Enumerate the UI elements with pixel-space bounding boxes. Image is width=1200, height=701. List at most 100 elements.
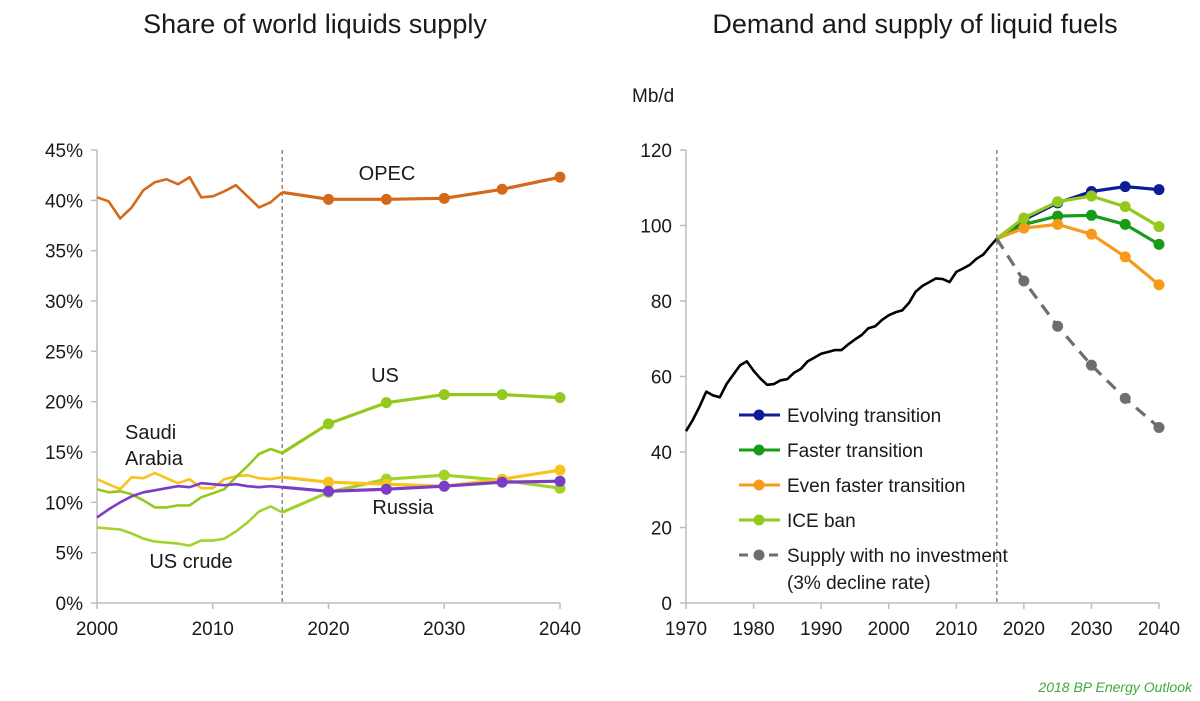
point-opec — [496, 183, 508, 195]
line-history — [684, 237, 998, 432]
point-evolving-transition — [1119, 181, 1131, 193]
point-faster-transition — [1085, 209, 1097, 221]
share-y-tick-label: 35% — [45, 242, 83, 263]
label-russia: Russia — [372, 497, 434, 519]
demand-y-tick-label: 100 — [640, 217, 672, 238]
point-even-faster-transition — [1153, 279, 1165, 291]
point-opec — [554, 171, 566, 183]
point-opec — [380, 193, 392, 205]
demand-chart-legend: Evolving transition Faster transition Even… — [739, 406, 1008, 594]
legend-swatch-marker — [753, 409, 765, 421]
demand-x-tick-label: 1990 — [800, 619, 842, 640]
demand-x-tick-label: 2000 — [868, 619, 910, 640]
line-us-projection — [281, 393, 561, 455]
share-chart-axes: 0% 5% 10% 15% 20% 25% 30% 35% 40% 45% 2000 2010 2020… — [45, 141, 581, 640]
legend-label: Even faster transition — [787, 476, 965, 497]
line-russia-projection — [282, 479, 561, 493]
line-ice-ban — [995, 194, 1160, 240]
demand-y-tick-label: 0 — [661, 594, 672, 615]
legend-swatch-marker — [753, 549, 765, 561]
point-us-crude — [438, 469, 450, 481]
point-ice-ban — [1153, 221, 1165, 233]
share-y-tick-label: 10% — [45, 493, 83, 514]
share-y-tick-label: 20% — [45, 393, 83, 414]
share-x-tick-label: 2020 — [307, 619, 349, 640]
demand-y-tick-label: 20 — [651, 519, 672, 540]
demand-x-tick-label: 2030 — [1070, 619, 1112, 640]
demand-x-tick-label: 2040 — [1138, 619, 1180, 640]
point-russia — [380, 483, 392, 495]
point-us — [496, 389, 508, 401]
point-even-faster-transition — [1018, 222, 1030, 234]
point-russia — [496, 476, 508, 488]
point-opec — [323, 193, 334, 205]
share-y-tick-label: 0% — [56, 594, 84, 615]
point-ice-ban — [1085, 190, 1097, 202]
line-saudi-arabia-history — [96, 471, 283, 491]
demand-y-tick-label: 80 — [651, 292, 672, 313]
point-us — [380, 397, 392, 409]
point-even-faster-transition — [1085, 228, 1097, 240]
point-supply-with-no-investment — [1052, 320, 1064, 332]
legend-label-line2: (3% decline rate) — [787, 573, 931, 594]
point-even-faster-transition — [1119, 251, 1131, 263]
demand-chart-unit: Mb/d — [632, 86, 674, 107]
line-us-crude-history — [96, 505, 283, 547]
point-russia — [554, 475, 566, 487]
share-y-tick-label: 15% — [45, 443, 83, 464]
point-supply-with-no-investment — [1119, 392, 1131, 404]
share-y-tick-label: 25% — [45, 342, 83, 363]
share-y-tick-label: 40% — [45, 191, 83, 212]
line-opec-history — [96, 175, 284, 220]
point-faster-transition — [1052, 210, 1064, 222]
legend-swatch-marker — [753, 444, 765, 456]
demand-x-tick-label: 1970 — [665, 619, 707, 640]
point-supply-with-no-investment — [1085, 359, 1097, 371]
label-saudi-line1: Saudi — [125, 422, 176, 444]
point-supply-with-no-investment — [1018, 275, 1030, 287]
point-ice-ban — [1119, 201, 1131, 213]
demand-x-tick-label: 2020 — [1003, 619, 1045, 640]
point-saudi-arabia — [323, 476, 334, 488]
share-chart-series — [96, 171, 566, 547]
point-saudi-arabia — [554, 464, 566, 476]
label-us-crude: US crude — [149, 551, 232, 573]
share-y-tick-label: 30% — [45, 292, 83, 313]
share-x-tick-label: 2010 — [192, 619, 234, 640]
demand-chart-title: Demand and supply of liquid fuels — [712, 9, 1117, 39]
point-us — [323, 418, 334, 430]
point-evolving-transition — [1153, 184, 1165, 196]
legend-label: Faster transition — [787, 441, 923, 462]
demand-y-tick-label: 60 — [651, 368, 672, 389]
line-us-history — [96, 447, 283, 509]
share-y-tick-label: 5% — [56, 544, 84, 565]
share-y-tick-label: 45% — [45, 141, 83, 162]
label-saudi-line2: Arabia — [125, 448, 184, 470]
point-supply-with-no-investment — [1153, 421, 1165, 433]
legend-label: Supply with no investment — [787, 546, 1008, 567]
label-opec: OPEC — [359, 163, 416, 185]
point-even-faster-transition — [1052, 218, 1064, 230]
label-saudi-arabia: Saudi Arabia — [125, 422, 184, 470]
legend-swatch-marker — [753, 514, 765, 526]
legend-swatch-marker — [753, 479, 765, 491]
line-saudi-arabia-projection — [282, 468, 561, 488]
line-russia-history — [96, 481, 283, 519]
legend-label: ICE ban — [787, 511, 856, 532]
demand-chart-series — [684, 181, 1165, 433]
line-opec-projection — [281, 175, 561, 201]
point-faster-transition — [1153, 238, 1165, 250]
point-faster-transition — [1119, 218, 1131, 230]
share-x-tick-label: 2000 — [76, 619, 118, 640]
share-chart-title: Share of world liquids supply — [143, 9, 487, 39]
share-x-tick-label: 2040 — [539, 619, 581, 640]
share-x-tick-label: 2030 — [423, 619, 465, 640]
point-russia — [323, 485, 334, 497]
label-us: US — [371, 365, 399, 387]
demand-y-tick-label: 40 — [651, 443, 672, 464]
share-chart: Share of world liquids supply 0% 5% 10% 15%… — [45, 9, 581, 640]
point-ice-ban — [1018, 212, 1030, 224]
demand-y-tick-label: 120 — [640, 141, 672, 162]
